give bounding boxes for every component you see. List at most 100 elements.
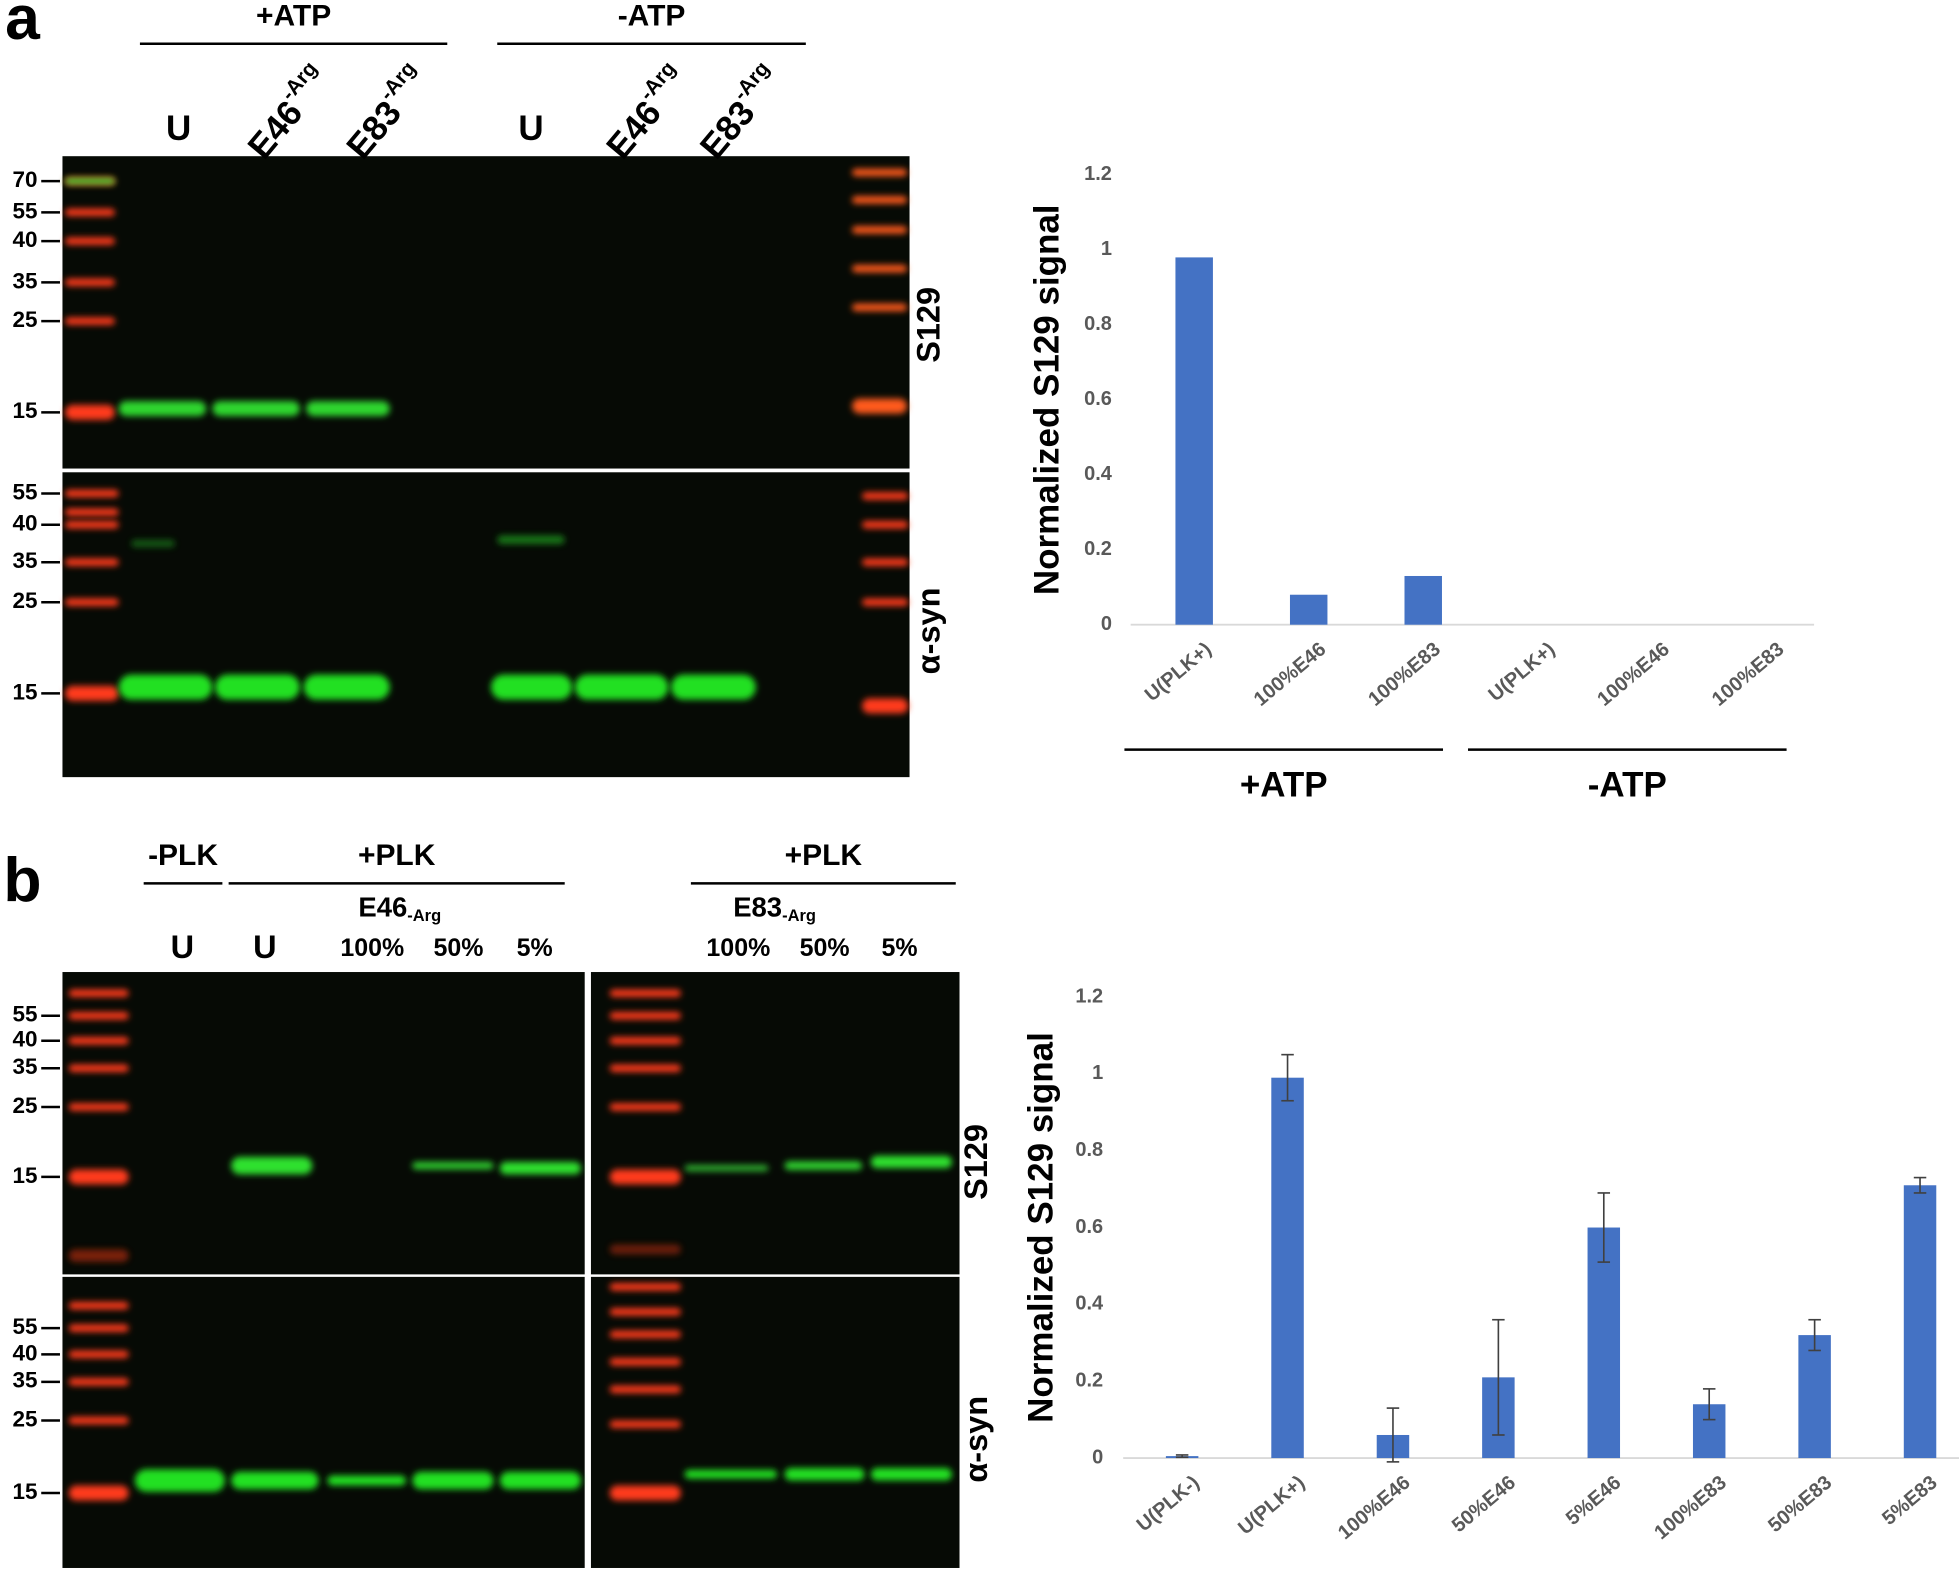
y-tick-label: 0.4	[1084, 463, 1112, 485]
blot-band	[68, 989, 129, 998]
blot-band	[212, 401, 300, 417]
blot-band	[134, 1469, 225, 1492]
error-bar	[1386, 1407, 1400, 1463]
y-tick-label: 1.2	[1084, 163, 1112, 185]
blot-image	[590, 972, 960, 1275]
y-tick-label: 0.2	[1084, 538, 1112, 560]
lane-label-main: U	[166, 109, 191, 148]
blot-label: S129	[910, 287, 946, 363]
blot-band	[68, 1324, 129, 1332]
blot-band	[64, 178, 115, 185]
blot-band	[64, 317, 115, 325]
blot-band	[609, 1012, 681, 1020]
blot-band	[118, 401, 207, 417]
blot-image	[62, 1276, 585, 1568]
blot-band	[64, 489, 119, 498]
blot-band	[609, 1358, 681, 1366]
y-axis-title: Normalized S129 signal	[1028, 205, 1067, 596]
blot-band	[214, 674, 300, 700]
blot-band	[68, 1350, 129, 1359]
panel-letter: b	[3, 845, 41, 915]
blot-band	[68, 1012, 129, 1020]
bar	[1175, 257, 1213, 625]
y-tick-label: 0	[1092, 1446, 1103, 1468]
error-bar	[1492, 1318, 1505, 1436]
y-tick-label: 0.8	[1084, 313, 1112, 335]
group-label: -ATP	[1588, 765, 1667, 804]
blot-band	[862, 492, 909, 500]
group-label: +ATP	[1240, 765, 1328, 804]
blot-label: α-syn	[958, 1396, 994, 1483]
group-sublabel-sub: -Arg	[407, 907, 441, 925]
blot-band	[609, 1169, 681, 1185]
blot-band	[609, 1420, 681, 1429]
marker-label: 40	[12, 227, 37, 252]
blot-band	[68, 1036, 129, 1045]
marker-label: 70	[12, 167, 37, 192]
marker-label: 55	[12, 1002, 37, 1027]
blot-band	[784, 1468, 865, 1481]
group-sublabel: E83-Arg	[733, 892, 816, 926]
blot-band	[490, 674, 573, 700]
bar	[1271, 1077, 1304, 1459]
marker-label: 25	[12, 307, 37, 332]
blot-band	[609, 1330, 681, 1339]
blot-band	[327, 1475, 407, 1486]
lane-label: 5%	[517, 934, 553, 962]
blot-band	[68, 1301, 129, 1310]
blot-band	[784, 1161, 863, 1171]
blot-image	[62, 472, 910, 778]
blot-label: α-syn	[910, 588, 946, 675]
blot-band	[64, 508, 119, 517]
blot-band	[68, 1416, 129, 1425]
blot-band	[852, 264, 908, 273]
bar	[1587, 1227, 1621, 1459]
blot-band	[870, 1468, 953, 1481]
error-bar	[1702, 1388, 1716, 1421]
blot-band	[609, 1036, 681, 1045]
blot-band	[231, 1156, 313, 1175]
y-tick-label: 0.6	[1084, 388, 1112, 410]
blot-band	[870, 1155, 953, 1169]
blot-band	[609, 1103, 681, 1111]
blot-band	[64, 404, 115, 420]
marker-label: 15	[12, 398, 37, 423]
blot-band	[852, 226, 908, 234]
blot-band	[412, 1161, 494, 1170]
blot-band	[862, 598, 909, 606]
marker-label: 35	[12, 1054, 37, 1079]
blot-band	[64, 521, 119, 529]
y-tick-label: 1.2	[1075, 985, 1103, 1007]
error-bar	[1913, 1176, 1927, 1194]
blot-band	[499, 1161, 581, 1175]
blot-band	[68, 1103, 129, 1111]
blot-band	[131, 539, 175, 548]
blot-band	[852, 398, 908, 414]
blot-band	[412, 1471, 494, 1490]
blot-image	[62, 156, 910, 469]
lane-label: 100%	[340, 934, 404, 962]
blot-band	[609, 989, 681, 998]
y-tick-label: 0.2	[1075, 1369, 1103, 1391]
marker-label: 55	[12, 198, 37, 223]
blot-band	[574, 674, 669, 700]
bar	[1404, 575, 1442, 625]
marker-label: 15	[12, 1163, 37, 1188]
error-bar	[1175, 1454, 1189, 1459]
marker-label: 40	[12, 511, 37, 536]
blot-band	[306, 401, 390, 417]
blot-band	[64, 278, 115, 287]
blot-band	[862, 698, 909, 714]
marker-label: 40	[12, 1027, 37, 1052]
blot-band	[64, 598, 119, 606]
marker-label: 25	[12, 1093, 37, 1118]
marker-label: 35	[12, 268, 37, 293]
blot-band	[609, 1244, 681, 1255]
blot-band	[609, 1283, 681, 1291]
blot-band	[68, 1485, 129, 1501]
group-label: +ATP	[256, 0, 331, 32]
error-bar	[1597, 1192, 1611, 1263]
group-label: -ATP	[618, 0, 686, 32]
lane-label: U	[518, 109, 543, 148]
